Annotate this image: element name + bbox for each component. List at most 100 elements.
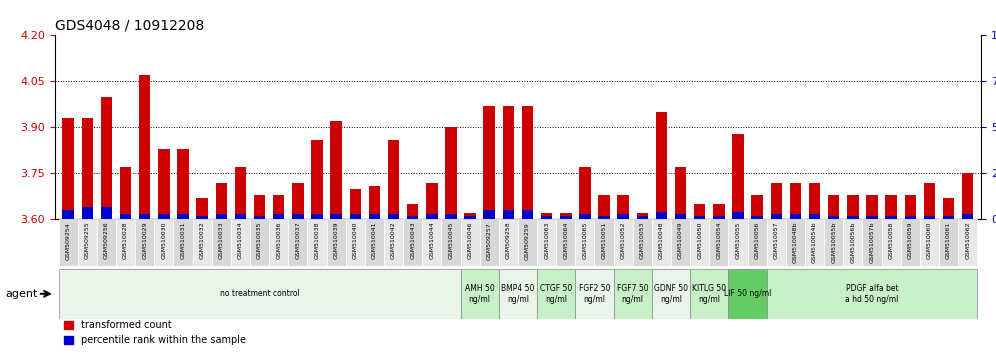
Bar <box>426 183 437 219</box>
Text: GSM510045: GSM510045 <box>448 222 453 259</box>
FancyBboxPatch shape <box>595 219 614 266</box>
Text: GSM510055b: GSM510055b <box>832 222 837 263</box>
FancyBboxPatch shape <box>652 219 671 266</box>
Text: PDGF alfa bet
a hd 50 ng/ml: PDGF alfa bet a hd 50 ng/ml <box>846 284 898 303</box>
FancyBboxPatch shape <box>441 219 460 266</box>
Bar <box>254 195 265 219</box>
FancyBboxPatch shape <box>537 219 556 266</box>
FancyBboxPatch shape <box>59 269 460 319</box>
Text: GSM510057: GSM510057 <box>774 222 779 259</box>
Text: GDNF 50
ng/ml: GDNF 50 ng/ml <box>654 284 688 303</box>
Text: LIF 50 ng/ml: LIF 50 ng/ml <box>724 289 771 298</box>
Bar <box>867 195 877 219</box>
Bar <box>196 216 208 219</box>
FancyBboxPatch shape <box>900 219 920 266</box>
FancyBboxPatch shape <box>460 269 499 319</box>
Bar <box>350 214 361 219</box>
Bar <box>426 214 437 219</box>
Bar <box>655 212 667 219</box>
FancyBboxPatch shape <box>250 219 269 266</box>
Text: GSM510035: GSM510035 <box>257 222 262 259</box>
FancyBboxPatch shape <box>135 219 154 266</box>
FancyBboxPatch shape <box>844 219 863 266</box>
Bar <box>254 216 265 219</box>
Text: GSM510046: GSM510046 <box>467 222 472 259</box>
Bar <box>196 198 208 219</box>
Text: GSM510032: GSM510032 <box>199 222 204 259</box>
Bar <box>63 118 74 219</box>
Text: GSM509259: GSM509259 <box>525 222 530 259</box>
FancyBboxPatch shape <box>767 219 786 266</box>
FancyBboxPatch shape <box>939 219 958 266</box>
Bar <box>675 214 686 219</box>
FancyBboxPatch shape <box>824 219 844 266</box>
Text: GSM510034: GSM510034 <box>238 222 243 259</box>
Bar <box>483 106 495 219</box>
Text: GSM510056: GSM510056 <box>755 222 760 259</box>
Text: GSM510049: GSM510049 <box>678 222 683 259</box>
Bar <box>82 207 93 219</box>
Bar <box>445 214 457 219</box>
FancyBboxPatch shape <box>212 219 231 266</box>
FancyBboxPatch shape <box>154 219 173 266</box>
Text: GSM510044: GSM510044 <box>429 222 434 259</box>
Bar <box>158 214 169 219</box>
Text: agent: agent <box>5 289 38 299</box>
FancyBboxPatch shape <box>632 219 652 266</box>
Text: GSM510037: GSM510037 <box>296 222 301 259</box>
Bar <box>713 216 725 219</box>
Bar <box>885 216 896 219</box>
Bar <box>790 214 801 219</box>
Text: GSM510031: GSM510031 <box>180 222 185 259</box>
FancyBboxPatch shape <box>671 219 690 266</box>
Text: GSM510033: GSM510033 <box>219 222 224 259</box>
Text: GSM510041: GSM510041 <box>372 222 376 259</box>
Bar <box>732 212 744 219</box>
Bar <box>120 214 131 219</box>
Text: GSM510058: GSM510058 <box>888 222 893 259</box>
FancyBboxPatch shape <box>576 269 614 319</box>
Bar <box>407 204 418 219</box>
Bar <box>464 213 476 219</box>
Bar <box>522 210 533 219</box>
Text: GSM510039: GSM510039 <box>334 222 339 259</box>
FancyBboxPatch shape <box>422 219 441 266</box>
FancyBboxPatch shape <box>365 219 383 266</box>
Bar <box>387 140 399 219</box>
Bar <box>120 167 131 219</box>
FancyBboxPatch shape <box>383 219 403 266</box>
Bar <box>636 213 648 219</box>
Text: GSM510040: GSM510040 <box>353 222 358 259</box>
Bar <box>139 214 150 219</box>
Bar <box>560 213 572 219</box>
FancyBboxPatch shape <box>576 219 595 266</box>
Bar <box>618 214 628 219</box>
Bar <box>101 207 113 219</box>
Bar <box>235 167 246 219</box>
Text: GSM510054b: GSM510054b <box>812 222 817 263</box>
FancyBboxPatch shape <box>327 219 346 266</box>
Bar <box>331 121 342 219</box>
FancyBboxPatch shape <box>499 269 537 319</box>
Bar <box>311 140 323 219</box>
Bar <box>522 106 533 219</box>
Text: GSM509254: GSM509254 <box>66 222 71 259</box>
Text: GSM510053: GSM510053 <box>639 222 644 259</box>
Bar <box>369 186 380 219</box>
Bar <box>311 214 323 219</box>
Bar <box>713 204 725 219</box>
Text: FGF7 50
ng/ml: FGF7 50 ng/ml <box>617 284 648 303</box>
Bar <box>63 210 74 219</box>
Text: GSM509256: GSM509256 <box>104 222 109 259</box>
Bar <box>541 216 553 219</box>
FancyBboxPatch shape <box>518 219 537 266</box>
FancyBboxPatch shape <box>709 219 728 266</box>
Bar <box>694 216 705 219</box>
Bar <box>885 195 896 219</box>
Bar <box>273 214 285 219</box>
Text: GSM510065: GSM510065 <box>583 222 588 259</box>
FancyBboxPatch shape <box>116 219 135 266</box>
Bar <box>847 195 859 219</box>
FancyBboxPatch shape <box>403 219 422 266</box>
Bar <box>235 214 246 219</box>
